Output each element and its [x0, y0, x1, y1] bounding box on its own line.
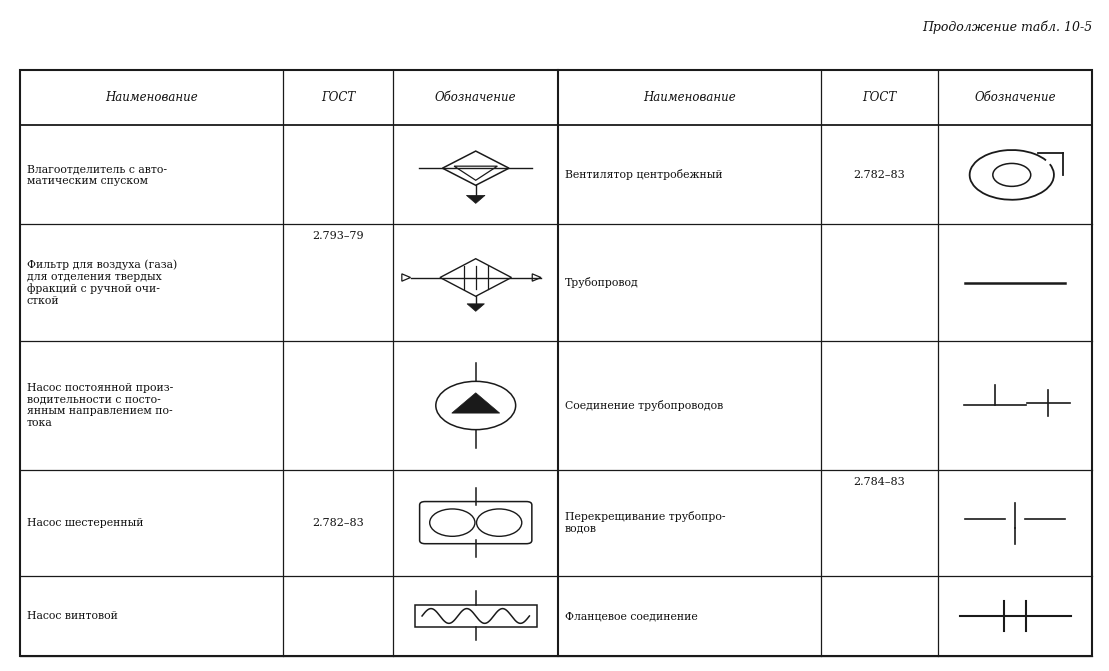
Text: Фланцевое соединение: Фланцевое соединение	[564, 611, 698, 621]
Text: Фильтр для воздуха (газа)
для отделения твердых
фракций с ручной очи-
сткой: Фильтр для воздуха (газа) для отделения …	[27, 260, 176, 306]
Text: Обозначение: Обозначение	[975, 91, 1056, 105]
Text: Насос винтовой: Насос винтовой	[27, 611, 118, 621]
Text: Вентилятор центробежный: Вентилятор центробежный	[564, 169, 723, 180]
Text: Насос постоянной произ-
водительности с посто-
янным направлением по-
тока: Насос постоянной произ- водительности с …	[27, 383, 173, 428]
Text: Перекрещивание трубопро-
водов: Перекрещивание трубопро- водов	[564, 511, 725, 534]
Text: Продолжение табл. 10-5: Продолжение табл. 10-5	[922, 20, 1092, 34]
Text: 2.784–83: 2.784–83	[854, 476, 905, 486]
Bar	[415, 605, 537, 627]
Text: Влагоотделитель с авто-
матическим спуском: Влагоотделитель с авто- матическим спуск…	[27, 164, 166, 186]
Polygon shape	[467, 304, 485, 311]
Text: ГОСТ: ГОСТ	[321, 91, 355, 105]
Text: 2.782–83: 2.782–83	[312, 517, 364, 527]
Text: 2.782–83: 2.782–83	[854, 170, 905, 180]
Polygon shape	[467, 195, 485, 203]
Text: ГОСТ: ГОСТ	[863, 91, 896, 105]
Text: Наименование: Наименование	[105, 91, 197, 105]
Bar	[20, 70, 1092, 656]
Text: Трубопровод: Трубопровод	[564, 277, 639, 289]
Text: Соединение трубопроводов: Соединение трубопроводов	[564, 400, 723, 411]
Text: Обозначение: Обозначение	[435, 91, 517, 105]
Text: 2.793–79: 2.793–79	[312, 231, 364, 242]
Text: Насос шестеренный: Насос шестеренный	[27, 517, 143, 527]
Text: Наименование: Наименование	[643, 91, 736, 105]
Polygon shape	[451, 393, 500, 413]
